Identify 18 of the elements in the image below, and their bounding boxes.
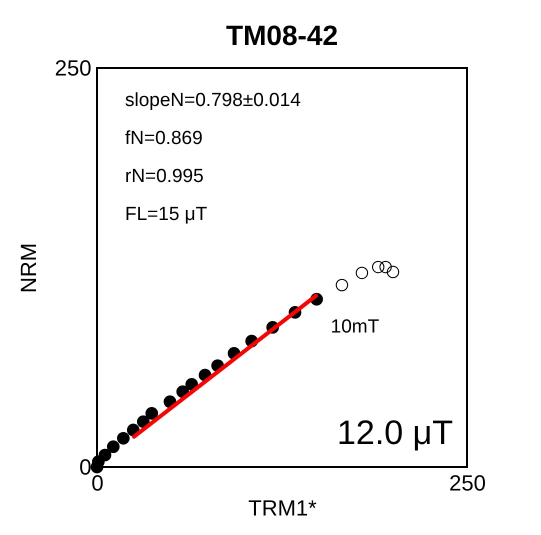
annotation: slopeN=0.798±0.014: [125, 90, 302, 111]
point: [117, 432, 130, 445]
chart-title: TM08-42: [226, 20, 338, 51]
point: [98, 448, 112, 462]
point: [336, 278, 348, 292]
annotation: FL=15 μT: [125, 204, 208, 225]
annotation: 12.0 μT: [337, 414, 453, 452]
annotation: fN=0.869: [125, 128, 203, 149]
annotation: 10mT: [330, 316, 380, 338]
point: [106, 440, 120, 454]
x-axis-title: TRM1*: [248, 496, 318, 520]
annotation: rN=0.995: [125, 166, 204, 187]
point: [356, 266, 368, 280]
point: [372, 260, 384, 274]
y-axis-title: NRM: [16, 242, 41, 294]
point: [145, 407, 158, 420]
point: [386, 266, 400, 278]
point: [379, 260, 392, 274]
